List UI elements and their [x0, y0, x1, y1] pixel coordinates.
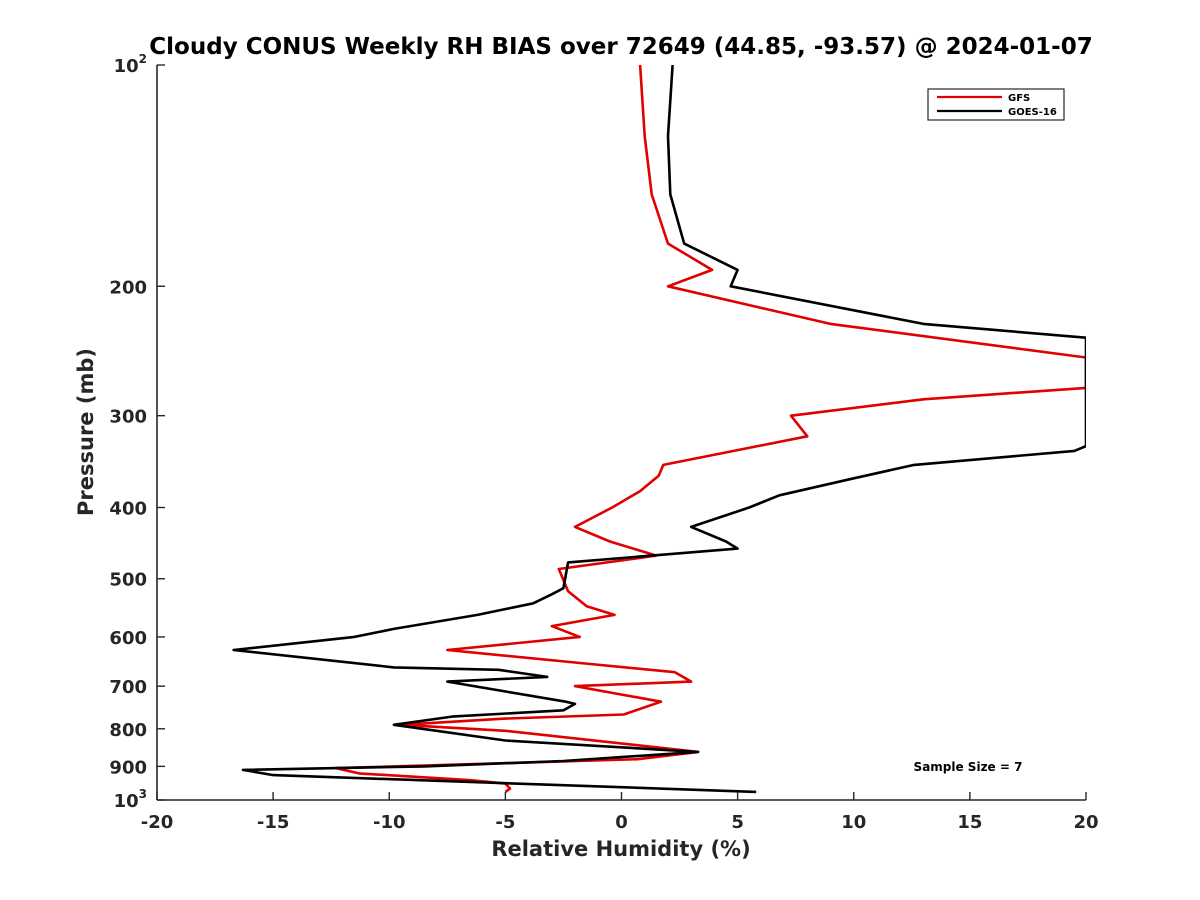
y-tick-label: 600	[109, 628, 147, 649]
x-tick-label: 0	[615, 812, 628, 833]
x-tick-label: -5	[495, 812, 515, 833]
x-tick-label: -20	[141, 812, 174, 833]
x-tick-label: 20	[1073, 812, 1098, 833]
y-tick-label: 102	[114, 52, 147, 77]
y-tick-label: 200	[109, 277, 147, 298]
axes-layer	[156, 65, 1086, 801]
x-tick-label: 10	[841, 812, 866, 833]
y-tick-label: 700	[109, 677, 147, 698]
y-ticks: 102 200 300 400 500 600 700 800 900 103	[109, 52, 165, 812]
legend: GFS GOES-16	[927, 88, 1065, 121]
y-axis-label: Pressure (mb)	[74, 348, 98, 516]
y-tick-label: 300	[109, 407, 147, 428]
y-tick-label: 800	[109, 720, 147, 741]
x-tick-label: 5	[731, 812, 744, 833]
chart-title: Cloudy CONUS Weekly RH BIAS over 72649 (…	[149, 34, 1092, 60]
series-line-goes-16	[232, 65, 1086, 794]
sample-size-annotation: Sample Size = 7	[914, 760, 1023, 774]
y-tick-label: 500	[109, 570, 147, 591]
legend-box	[927, 88, 1065, 121]
x-ticks: -20 -15 -10 -5 0 5 10 15 20	[141, 792, 1099, 833]
x-tick-label: -15	[257, 812, 290, 833]
x-tick-label: -10	[373, 812, 406, 833]
y-tick-label: 400	[109, 499, 147, 520]
x-axis-label: Relative Humidity (%)	[491, 837, 750, 861]
x-tick-label: 15	[957, 812, 982, 833]
series-layer	[232, 65, 1086, 794]
legend-label-gfs: GFS	[1008, 93, 1030, 104]
y-tick-label: 900	[109, 757, 147, 778]
legend-label-goes16: GOES-16	[1008, 107, 1057, 118]
y-tick-label: 103	[114, 787, 147, 812]
